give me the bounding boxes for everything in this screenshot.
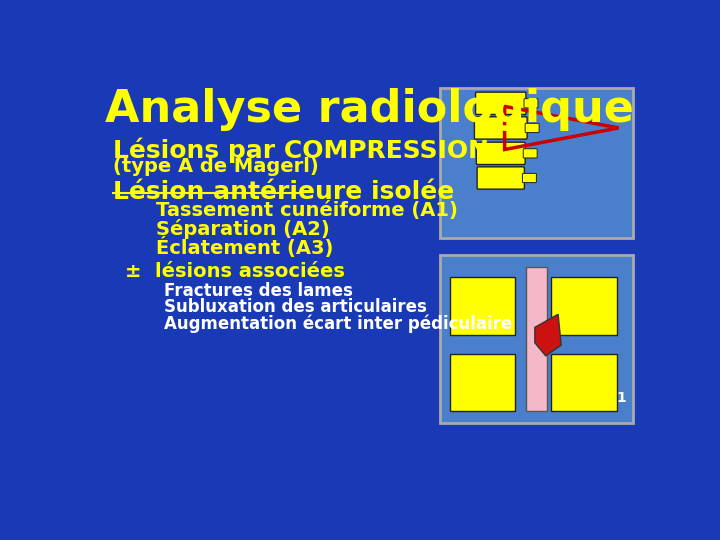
Text: Lésion antérieure isolée: Lésion antérieure isolée	[113, 180, 454, 204]
Text: Lésions par COMPRESSION: Lésions par COMPRESSION	[113, 138, 490, 164]
FancyBboxPatch shape	[525, 123, 539, 132]
Bar	[551, 278, 617, 335]
FancyBboxPatch shape	[477, 142, 525, 165]
FancyBboxPatch shape	[474, 117, 527, 139]
Polygon shape	[535, 314, 561, 356]
Bar	[551, 354, 617, 411]
Text: Subluxation des articulaires: Subluxation des articulaires	[163, 298, 426, 316]
FancyBboxPatch shape	[476, 92, 526, 114]
Text: Fractures des lames: Fractures des lames	[163, 282, 353, 300]
Bar	[449, 278, 516, 335]
FancyBboxPatch shape	[523, 148, 537, 158]
FancyBboxPatch shape	[523, 173, 536, 183]
Bar	[526, 267, 547, 411]
Text: Augmentation écart inter pédiculaire: Augmentation écart inter pédiculaire	[163, 314, 512, 333]
Bar	[441, 88, 632, 238]
Text: Tassement cunéiforme (A1): Tassement cunéiforme (A1)	[156, 201, 458, 220]
Text: 1: 1	[617, 391, 626, 405]
FancyBboxPatch shape	[524, 99, 538, 108]
Bar	[449, 354, 516, 411]
Text: Éclatement (A3): Éclatement (A3)	[156, 237, 333, 258]
Text: Séparation (A2): Séparation (A2)	[156, 219, 330, 239]
Text: Analyse radiologique: Analyse radiologique	[104, 88, 634, 131]
FancyBboxPatch shape	[477, 167, 524, 189]
Text: ±  lésions associées: ± lésions associées	[125, 262, 345, 281]
Text: (type A de Magerl): (type A de Magerl)	[113, 157, 319, 176]
Bar	[441, 255, 632, 423]
